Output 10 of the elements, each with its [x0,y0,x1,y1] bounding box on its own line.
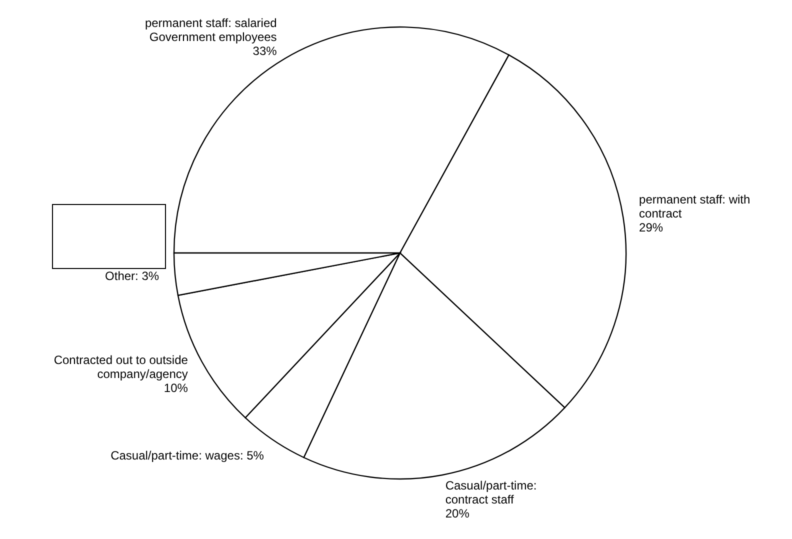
slice-label: permanent staff: salaried Government employees [144,16,277,44]
data-label: 20% [445,506,470,521]
slice-label: Other: 3% [105,269,160,284]
slice-label: permanent staff: with contract [639,192,750,221]
data-label: 10% [164,380,188,395]
slice-label: Casual/part-time: contract staff [445,478,537,507]
data-label: 33% [252,44,278,58]
slice-label: Contracted out to outside company/agency [54,352,188,381]
data-label: 29% [639,220,664,235]
slice-label: Casual/part-time: wages: 5% [110,448,264,463]
